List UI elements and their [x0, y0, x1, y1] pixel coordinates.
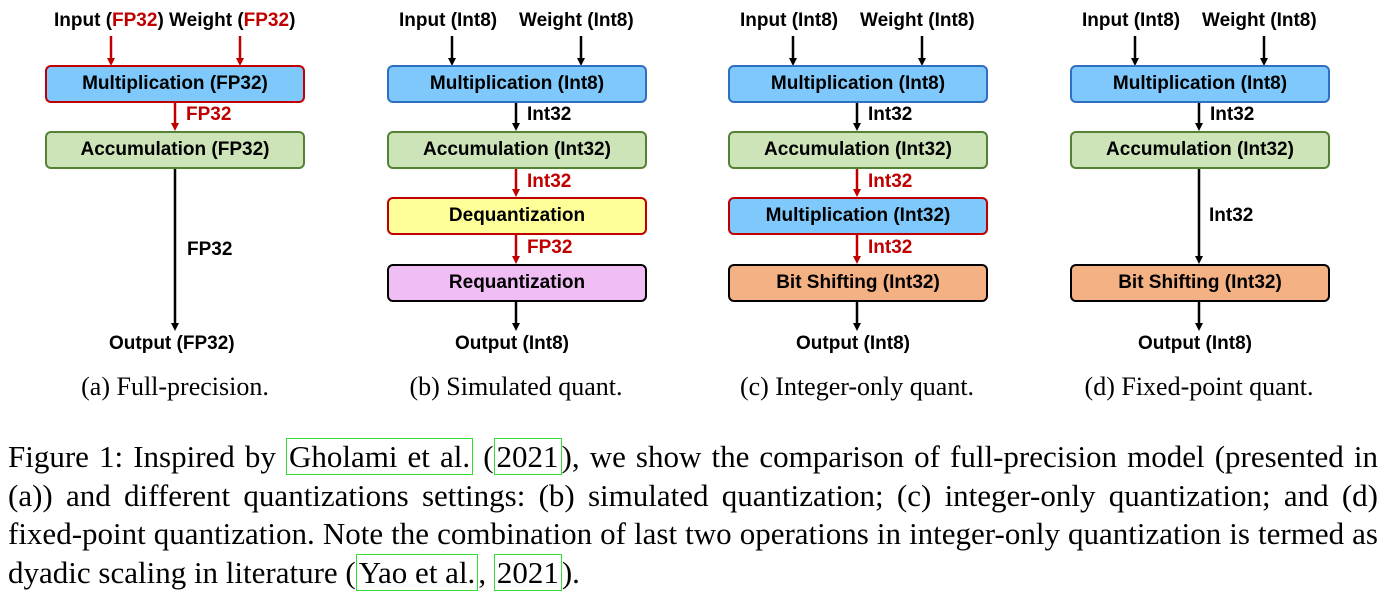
panel-c-input-label: Input (Int8)	[740, 10, 839, 31]
panel-c-arrow2-label: Int32	[868, 171, 913, 192]
citation-year-link-gholami[interactable]: 2021	[493, 438, 562, 475]
caption-text-5: ).	[561, 554, 580, 590]
panel-b-multiplication-box: Multiplication (Int8)	[387, 65, 647, 103]
figure-caption: Figure 1: Inspired by Gholami et al. (20…	[8, 438, 1378, 592]
panel-d-bitshift-box: Bit Shifting (Int32)	[1070, 264, 1330, 302]
panel-c-multiplication-box: Multiplication (Int8)	[728, 65, 988, 103]
panel-a-output-label: Output (FP32)	[109, 333, 235, 354]
panel-b-output-label: Output (Int8)	[455, 333, 569, 354]
panel-d-caption: (d) Fixed-point quant.	[1084, 372, 1314, 401]
panel-c-arrow3-label: Int32	[868, 237, 913, 258]
caption-text-4: ,	[478, 554, 494, 590]
panel-a-multiplication-box: Multiplication (FP32)	[45, 65, 305, 103]
citation-link-gholami[interactable]: Gholami et al.	[285, 438, 474, 475]
panel-c-bitshift-box: Bit Shifting (Int32)	[728, 264, 988, 302]
panel-b-input-label: Input (Int8)	[399, 10, 498, 31]
figure-diagram: Input (FP32) Weight (FP32) Multiplicatio…	[45, 10, 1330, 401]
panel-d-arrow2-label: Int32	[1209, 205, 1254, 226]
panel-a-input-label: Input (FP32) Weight (FP32)	[54, 10, 296, 31]
caption-text-3: ), we show the comparison of full-precis…	[8, 439, 1379, 590]
panel-c-caption: (c) Integer-only quant.	[739, 372, 975, 401]
panel-c-arrow1-label: Int32	[868, 104, 913, 125]
citation-year-link-yao[interactable]: 2021	[493, 553, 562, 591]
panel-b-arrow1-label: Int32	[527, 104, 572, 125]
panel-b-accumulation-box: Accumulation (Int32)	[387, 131, 647, 169]
panel-b-dequantization-box: Dequantization	[387, 197, 647, 235]
panel-a-caption: (a) Full-precision.	[81, 372, 269, 401]
panel-a-arrow2-label: FP32	[187, 239, 233, 260]
panel-d-weight-label: Weight (Int8)	[1202, 10, 1317, 31]
panel-a-accumulation-box: Accumulation (FP32)	[45, 131, 305, 169]
panel-b-requantization-box: Requantization	[387, 264, 647, 302]
panel-d-accumulation-box: Accumulation (Int32)	[1070, 131, 1330, 169]
caption-text-1: Figure 1: Inspired by	[8, 439, 286, 474]
panel-b-arrow3-label: FP32	[527, 237, 573, 258]
panel-b-caption: (b) Simulated quant.	[409, 372, 623, 401]
caption-text-2: (	[473, 439, 494, 474]
panel-b-weight-label: Weight (Int8)	[519, 10, 634, 31]
arrows-layer	[107, 36, 1268, 331]
panel-c-weight-label: Weight (Int8)	[860, 10, 975, 31]
panel-a-arrow1-label: FP32	[186, 104, 232, 125]
panel-d-arrow1-label: Int32	[1210, 104, 1255, 125]
panel-d-input-label: Input (Int8)	[1082, 10, 1181, 31]
panel-d-multiplication-box: Multiplication (Int8)	[1070, 65, 1330, 103]
panel-c-multiplication-int32-box: Multiplication (Int32)	[728, 197, 988, 235]
citation-link-yao[interactable]: Yao et al.	[355, 553, 479, 591]
panel-b-arrow2-label: Int32	[527, 171, 572, 192]
panel-c-accumulation-box: Accumulation (Int32)	[728, 131, 988, 169]
panel-d-output-label: Output (Int8)	[1138, 333, 1252, 354]
panel-c-output-label: Output (Int8)	[796, 333, 910, 354]
